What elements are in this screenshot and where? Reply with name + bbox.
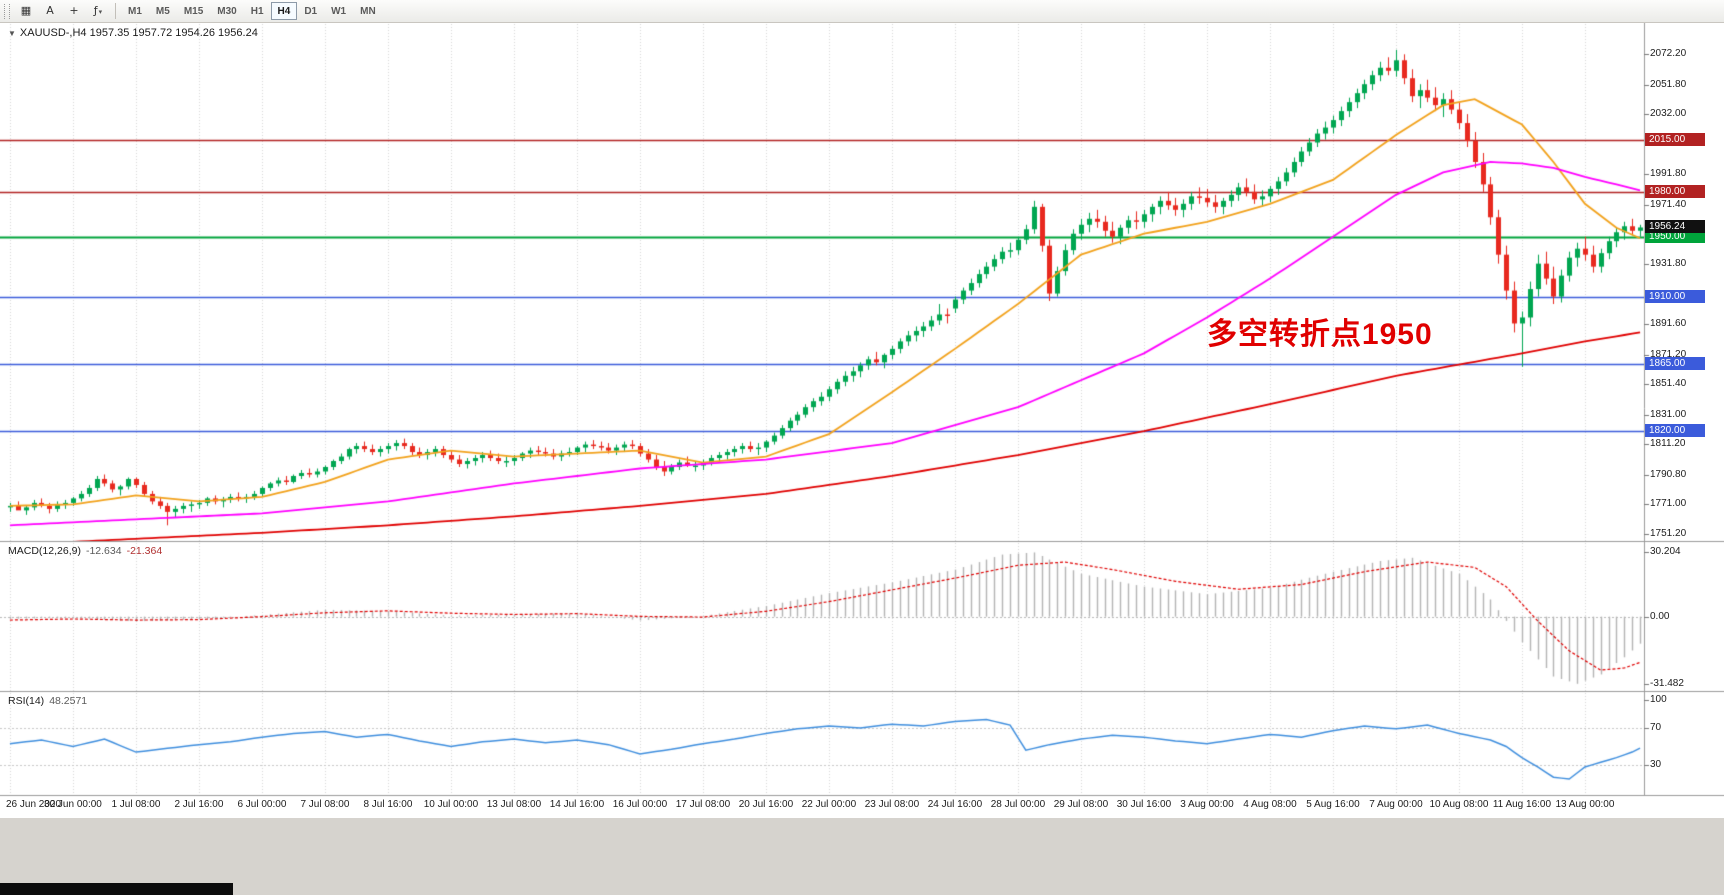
- toolbar-grip[interactable]: [4, 3, 10, 19]
- timeframe-button-group: M1 M5 M15 M30 H1 H4 D1 W1 MN: [121, 2, 383, 20]
- window-footer: [0, 818, 1724, 895]
- toolbar: ▦ A + ƒ▾ M1 M5 M15 M30 H1 H4 D1 W1 MN: [0, 0, 1724, 23]
- tile-windows-icon[interactable]: ▦: [15, 2, 37, 20]
- toolbar-separator: [115, 3, 116, 19]
- timeframe-button-mn[interactable]: MN: [353, 2, 383, 20]
- toolbar-icon-group: ▦ A + ƒ▾: [14, 2, 110, 20]
- timeframe-button-h4[interactable]: H4: [270, 2, 298, 20]
- annotate-text-icon[interactable]: A: [39, 2, 61, 20]
- taskbar-fragment: [0, 883, 233, 895]
- timeframe-button-m15[interactable]: M15: [177, 2, 210, 20]
- crosshair-icon[interactable]: +: [63, 2, 85, 20]
- timeframe-button-w1[interactable]: W1: [324, 2, 353, 20]
- timeframe-button-m1[interactable]: M1: [121, 2, 149, 20]
- timeframe-button-h1[interactable]: H1: [244, 2, 271, 20]
- dropdown-caret-icon: ▾: [98, 8, 103, 16]
- timeframe-button-m30[interactable]: M30: [210, 2, 243, 20]
- indicators-dropdown-icon[interactable]: ƒ▾: [87, 2, 109, 20]
- timeframe-button-m5[interactable]: M5: [149, 2, 177, 20]
- timeframe-button-d1[interactable]: D1: [297, 2, 324, 20]
